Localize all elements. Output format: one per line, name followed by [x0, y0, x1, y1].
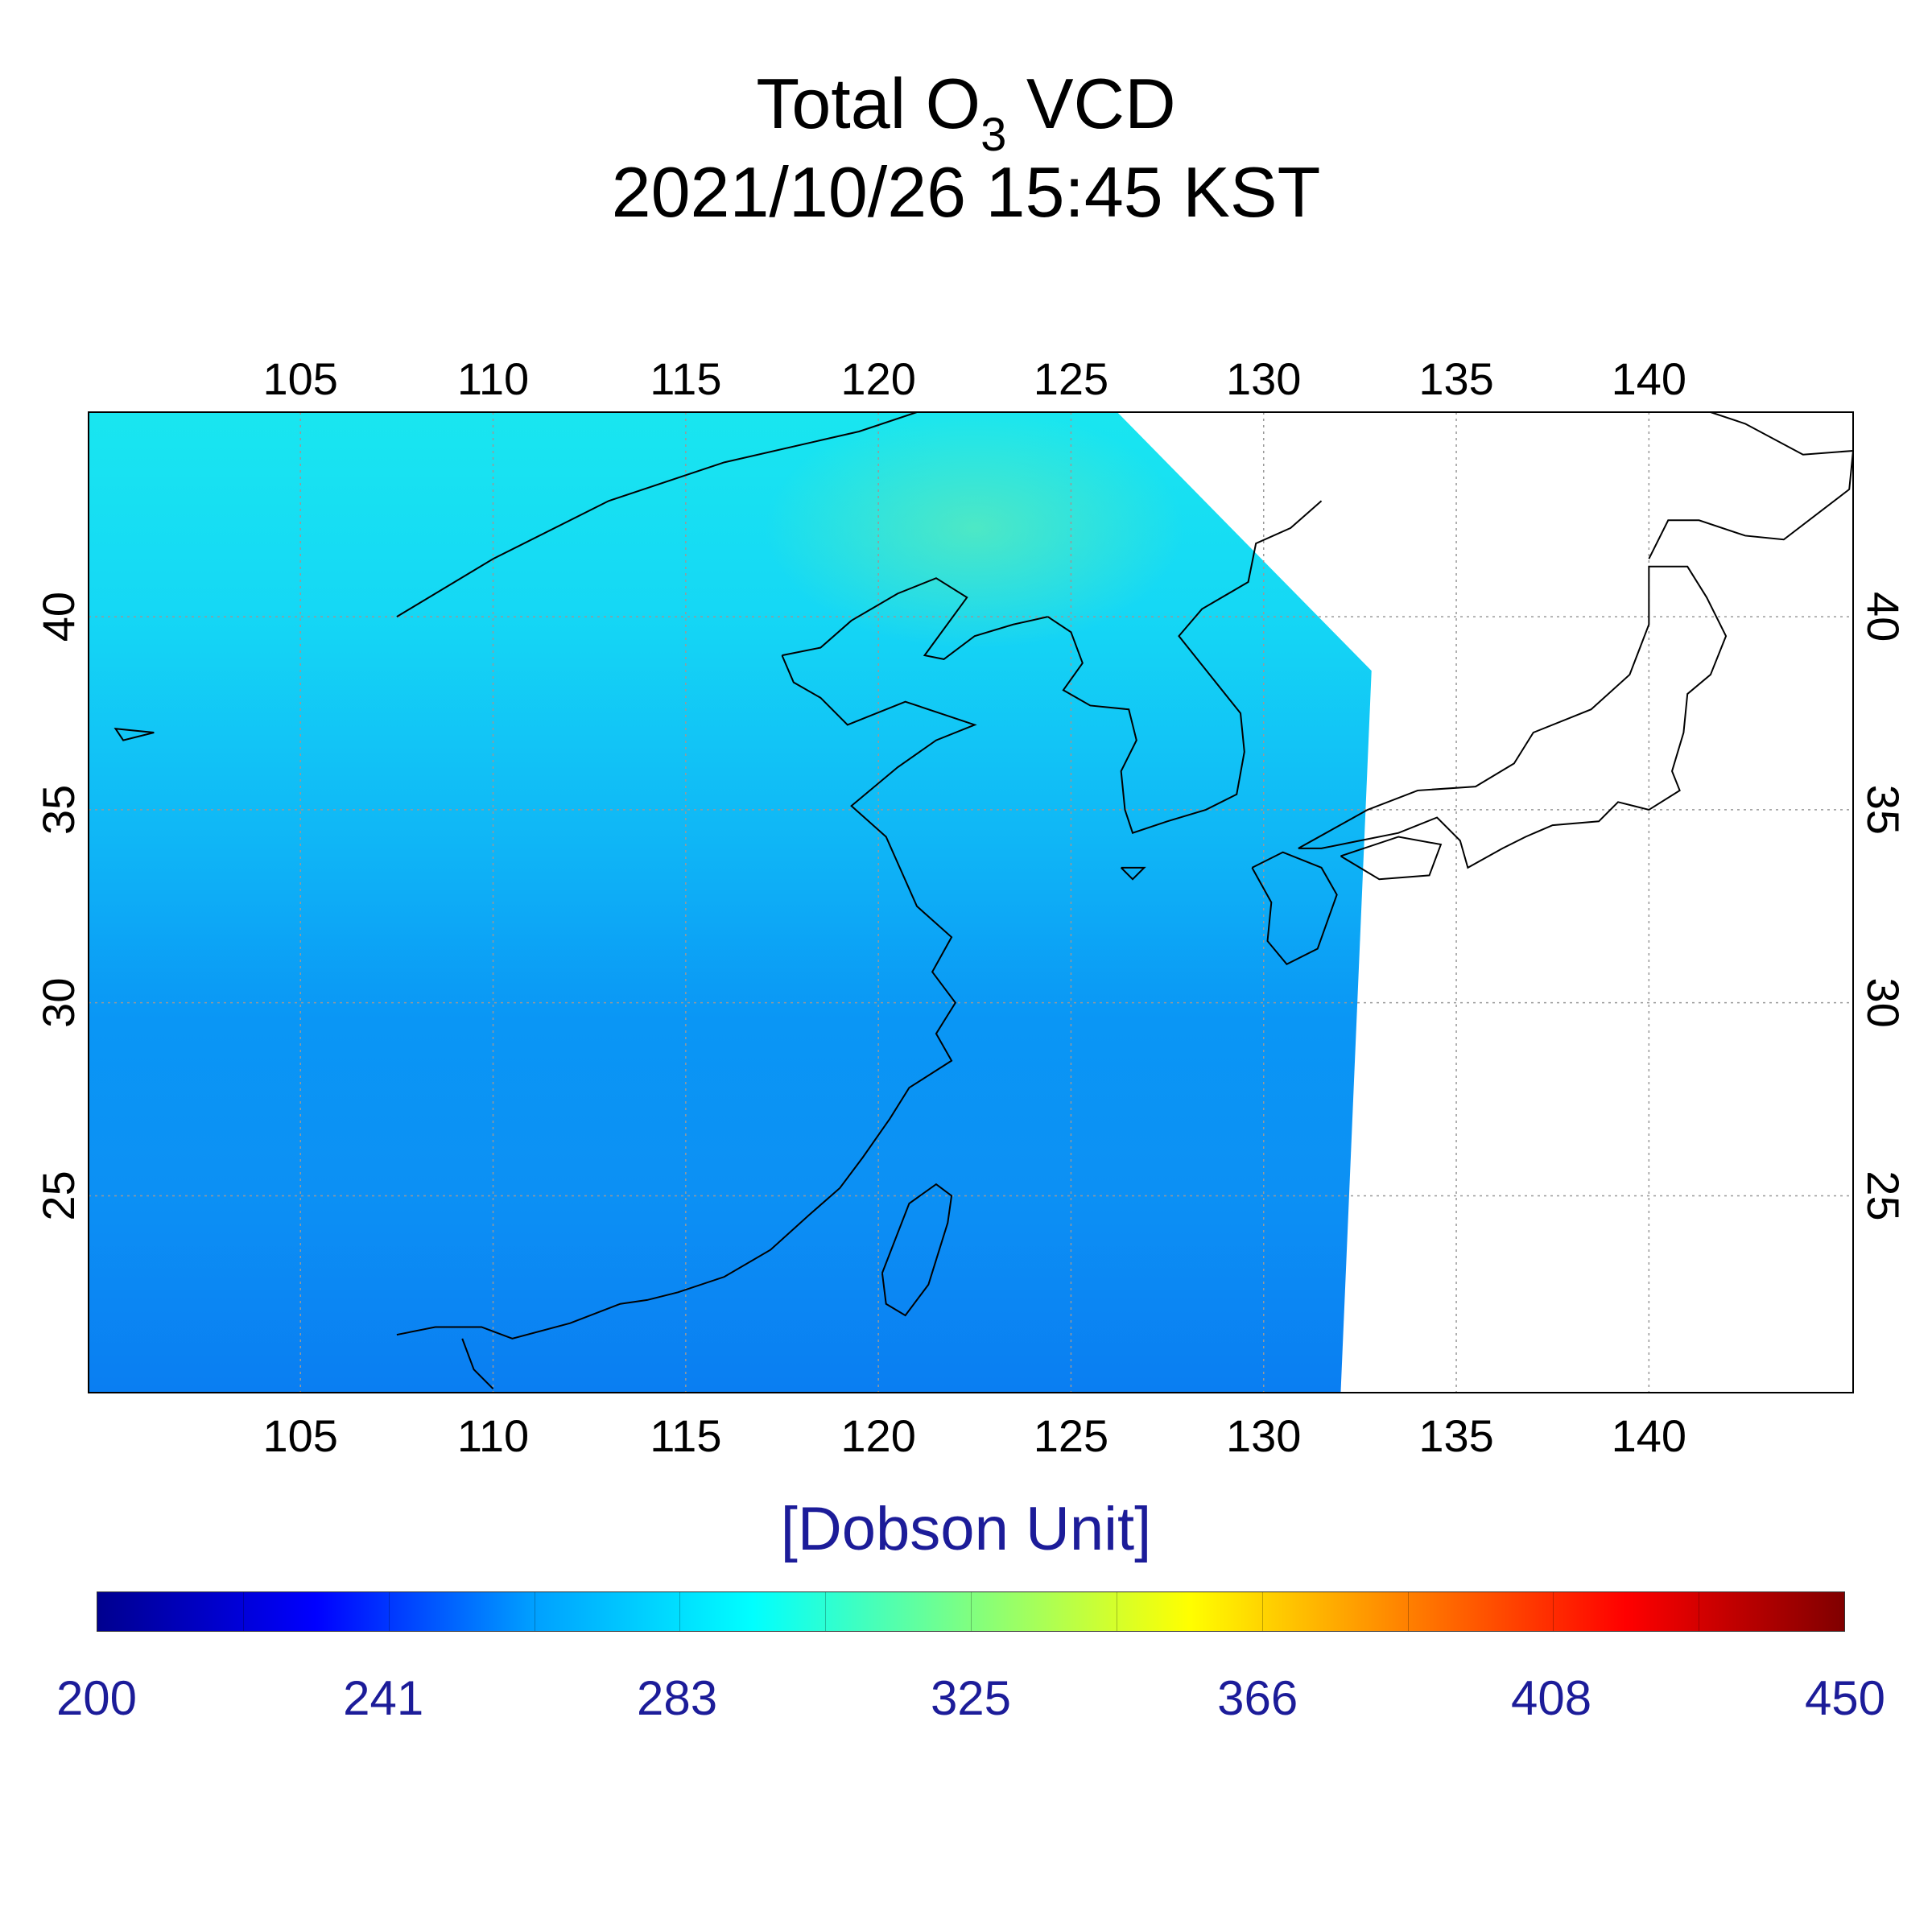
title-tail: VCD — [1006, 64, 1176, 143]
colorbar-value-label: 241 — [343, 1671, 424, 1725]
x-tick-label-top: 105 — [263, 353, 338, 404]
colorbar-value-label: 450 — [1804, 1671, 1886, 1725]
x-tick-label-bottom: 125 — [1034, 1410, 1108, 1461]
chart-title-line2: 2021/10/26 15:45 KST — [611, 152, 1321, 232]
x-tick-label-bottom: 135 — [1418, 1410, 1493, 1461]
colorbar-tick — [825, 1592, 827, 1631]
y-tick-label-right: 25 — [1858, 1170, 1909, 1220]
chart-title-line1: Total O3 VCD — [0, 68, 1932, 159]
y-tick-label-left: 30 — [33, 978, 84, 1028]
colorbar-tick — [388, 1592, 390, 1631]
plot-frame — [88, 411, 1854, 1393]
colorbar-value-label: 200 — [56, 1671, 138, 1725]
y-tick-label-right: 40 — [1858, 592, 1909, 642]
x-tick-label-top: 125 — [1034, 353, 1108, 404]
x-ticks-top: 105 110 115 120 125 130 135 140 — [263, 353, 1687, 404]
colorbar-tick — [679, 1592, 681, 1631]
coastline-segment — [396, 412, 918, 618]
coastline-segment — [1298, 565, 1728, 869]
x-tick-label-bottom: 115 — [650, 1410, 721, 1461]
coastline-segment — [1340, 836, 1443, 881]
coastline-segment — [114, 728, 155, 741]
colorbar-tick — [1553, 1592, 1554, 1631]
colorbar-tick — [242, 1592, 244, 1631]
colorbar-label: [Dobson Unit] — [780, 1495, 1152, 1563]
coastline-segment — [782, 577, 1048, 660]
title-subscript: 3 — [980, 109, 1007, 161]
high-ozone-patch — [765, 412, 1184, 649]
x-tick-label-top: 135 — [1418, 353, 1493, 404]
y-tick-label-left: 40 — [33, 592, 84, 642]
colorbar — [97, 1591, 1845, 1632]
coastline-segment — [1251, 851, 1338, 965]
x-tick-label-top: 115 — [650, 353, 721, 404]
y-tick-label-left: 25 — [33, 1170, 84, 1220]
coastline-segment — [461, 1338, 494, 1389]
coastline-segment — [396, 654, 977, 1340]
colorbar-value-label: 325 — [930, 1671, 1012, 1725]
map-grid — [89, 412, 1853, 1393]
colorbar-value-label: 366 — [1217, 1671, 1298, 1725]
y-tick-label-left: 35 — [33, 785, 84, 835]
y-tick-label-right: 30 — [1858, 978, 1909, 1028]
x-tick-label-bottom: 140 — [1612, 1410, 1686, 1461]
coastline-segment — [881, 1183, 953, 1317]
x-tick-label-bottom: 130 — [1226, 1410, 1301, 1461]
x-tick-label-top: 110 — [457, 353, 529, 404]
title-main: Total O — [756, 64, 981, 143]
y-ticks-left: 25 30 35 40 — [33, 592, 84, 1221]
coastline-segment — [1648, 412, 1853, 559]
x-tick-label-top: 120 — [840, 353, 915, 404]
y-tick-label-right: 35 — [1858, 785, 1909, 835]
x-tick-label-bottom: 105 — [263, 1410, 338, 1461]
y-ticks-right: 25 30 35 40 — [1858, 592, 1909, 1221]
coastline-segment — [1120, 866, 1146, 881]
map-content — [89, 412, 1853, 1393]
x-ticks-bottom: 105 110 115 120 125 130 135 140 — [263, 1410, 1687, 1461]
x-tick-label-bottom: 120 — [840, 1410, 915, 1461]
x-tick-label-top: 140 — [1612, 353, 1686, 404]
colorbar-tick — [971, 1592, 972, 1631]
colorbar-value-label: 408 — [1511, 1671, 1592, 1725]
x-tick-label-top: 130 — [1226, 353, 1301, 404]
ozone-data-field — [89, 412, 1372, 1393]
colorbar-value-label: 283 — [637, 1671, 718, 1725]
colorbar-tick — [1261, 1592, 1263, 1631]
colorbar-tick — [1407, 1592, 1409, 1631]
coastlines — [114, 412, 1853, 1389]
x-tick-label-bottom: 110 — [457, 1410, 529, 1461]
coastline-segment — [1047, 500, 1323, 834]
